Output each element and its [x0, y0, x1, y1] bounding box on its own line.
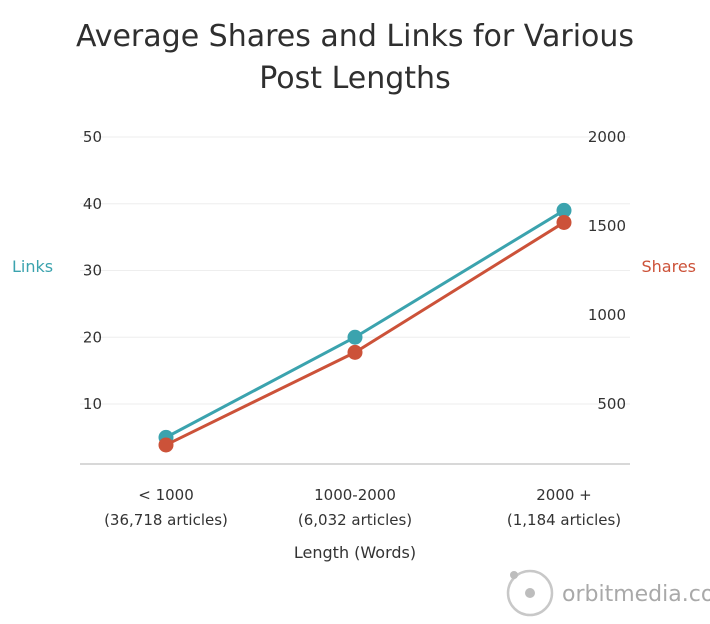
left-tick-label: 10 — [83, 395, 102, 413]
data-point-shares — [556, 214, 572, 230]
category-label: < 1000 — [138, 486, 194, 504]
left-tick-label: 30 — [83, 262, 102, 280]
data-point-links — [556, 202, 572, 218]
right-tick-label: 1500 — [588, 217, 626, 235]
data-point-shares — [347, 344, 363, 360]
category-sublabel: (1,184 articles) — [507, 511, 621, 529]
category-sublabel: (6,032 articles) — [298, 511, 412, 529]
right-tick-label: 500 — [597, 395, 626, 413]
right-tick-label: 2000 — [588, 128, 626, 146]
watermark-text: orbitmedia.com — [562, 582, 710, 607]
category-label: 2000 + — [536, 486, 592, 504]
left-tick-label: 50 — [83, 128, 102, 146]
left-tick-label: 40 — [83, 195, 102, 213]
left-axis-label: Links — [12, 257, 53, 276]
left-tick-label: 20 — [83, 328, 102, 346]
category-label: 1000-2000 — [314, 486, 396, 504]
right-tick-label: 1000 — [588, 306, 626, 324]
orbit-logo-icon — [506, 569, 554, 617]
category-sublabel: (36,718 articles) — [104, 511, 228, 529]
gridlines — [80, 136, 630, 405]
category-labels: < 1000 (36,718 articles) 1000-2000 (6,032 a… — [104, 486, 621, 529]
chart-title-line-2: Post Lengths — [259, 61, 450, 96]
series-line-shares — [165, 221, 565, 447]
series-line-links — [165, 209, 565, 439]
right-axis-ticks: 500 1000 1500 2000 — [588, 128, 626, 413]
right-axis-label: Shares — [641, 257, 696, 276]
data-point-links — [347, 329, 363, 345]
left-axis-ticks: 10 20 30 40 50 — [83, 128, 102, 413]
series — [158, 202, 572, 453]
chart-title-line-1: Average Shares and Links for Various — [76, 19, 634, 54]
watermark: orbitmedia.com — [506, 569, 710, 617]
x-axis-label: Length (Words) — [294, 543, 416, 562]
data-point-shares — [158, 437, 174, 453]
